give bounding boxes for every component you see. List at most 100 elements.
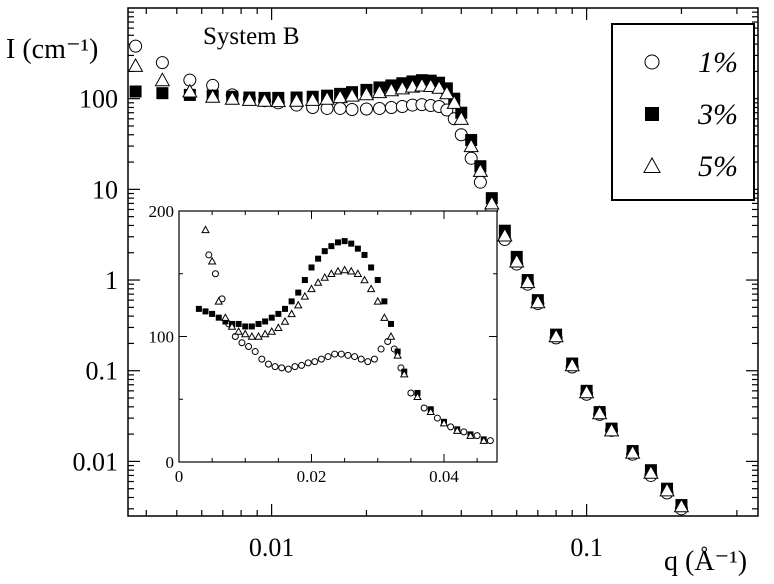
inset-s2-point-12 [280,316,290,325]
inset-x-tick-label-1: 0.02 [297,467,327,486]
inset-s2-point-34 [452,426,462,434]
inset-s0-point-10 [271,363,279,371]
y-axis-label: I (cm⁻¹) [6,34,98,65]
inset-s2-point-7 [247,332,257,340]
inset-s0-point-32 [433,414,441,422]
inset-s0-point-14 [298,361,306,369]
main-s0-point-15 [384,100,398,114]
legend: 1% 3% 5% [611,23,755,201]
main-s2-point-29 [519,274,536,289]
inset-s2-point-22 [346,266,356,275]
y-tick-label-2: 1 [105,266,118,295]
inset-s2-point-16 [307,284,316,293]
inset-s2-point-2 [214,296,224,305]
inset-y-tick-label-0: 0 [166,453,175,472]
inset-s0-point-6 [245,343,253,351]
y-tick-label-1: 0.1 [86,357,119,386]
inset-s1-point-19 [321,248,328,255]
main-s2-point-39 [673,498,690,513]
inset-s1-point-26 [368,264,375,271]
chart-title: System B [203,23,300,50]
inset-s0-point-9 [264,360,272,368]
main-s2-point-24 [463,138,479,153]
inset-s2-point-35 [466,431,475,439]
main-s2-point-25 [472,162,489,177]
main-s1-point-0 [129,85,142,98]
inset-s2-point-19 [327,269,336,278]
main-s0-point-13 [359,102,373,116]
inset-s2-point-29 [393,350,402,359]
main-s2-point-22 [446,94,463,109]
inset-s2-point-10 [267,327,277,335]
inset-s0-point-0 [205,251,213,259]
inset-s2-point-24 [360,275,369,284]
inset-s1-point-9 [255,320,262,327]
inset-s1-point-3 [215,314,222,321]
main-s2-point-27 [497,227,513,242]
inset-axis-ticks: 0 0.02 0.04 0 100 200 [149,202,497,486]
main-s2-point-1 [154,72,171,87]
main-s2-point-13 [358,86,375,101]
inset-series-2 [201,225,489,444]
main-s2-point-5 [241,91,258,106]
inset-s0-point-34 [460,428,468,436]
inset-s2-point-1 [207,256,217,265]
main-s2-point-8 [288,92,305,107]
inset-s0-point-26 [377,345,385,353]
inset-s2-point-9 [260,329,270,338]
inset-y-tick-label-2: 200 [149,202,175,221]
legend-label-1: 3% [697,98,738,131]
main-s0-point-0 [129,39,143,53]
inset-s0-point-15 [304,359,312,367]
inset-s2-point-27 [380,313,389,321]
inset-s2-point-21 [340,265,349,274]
x-axis-label: q (Å⁻¹) [664,546,747,577]
inset-s0-point-13 [291,363,299,371]
inset-s2-point-5 [234,327,243,335]
inset-s1-point-10 [262,318,269,325]
inset-s1-point-12 [275,310,282,317]
main-s2-point-38 [659,482,675,497]
main-series-2 [127,57,690,513]
main-s2-point-12 [344,87,360,102]
main-s2-point-28 [508,253,525,268]
main-s2-point-10 [319,90,335,105]
main-s1-point-1 [156,87,169,100]
main-s2-point-33 [578,384,595,399]
inset-s2-point-32 [426,407,436,416]
main-s2-point-4 [224,90,241,105]
inset-s1-point-11 [268,314,275,321]
inset-s2-point-23 [353,269,363,278]
inset-s1-point-1 [202,308,209,315]
main-s2-point-37 [643,464,659,479]
inset-s0-point-20 [337,350,345,358]
inset-s0-point-30 [407,389,415,397]
x-tick-label-1: 0.1 [570,533,603,562]
inset-s2-point-26 [373,296,383,305]
main-s2-point-31 [548,328,564,343]
inset-s2-point-33 [439,418,449,427]
main-s2-point-15 [383,82,400,97]
inset-s2-point-36 [479,436,489,444]
inset-s2-point-30 [399,369,409,378]
main-s2-point-14 [371,84,388,99]
inset-s0-point-11 [278,364,286,372]
main-s2-point-3 [204,88,221,103]
inset-s2-point-6 [240,329,250,338]
inset-s1-point-27 [374,277,381,284]
main-s2-point-2 [182,83,198,98]
inset-s0-point-8 [258,355,266,363]
main-axis-ticks: 0.01 0.1 0.01 0.1 1 10 100 [73,8,758,562]
inset-s1-point-22 [341,238,348,245]
inset-s0-point-25 [370,355,378,363]
inset-data-points [195,225,494,445]
inset-s1-point-8 [248,323,255,330]
inset-s1-point-0 [195,305,202,312]
inset-s0-point-19 [331,350,339,358]
inset-s1-point-4 [222,318,229,325]
inset-s1-point-18 [315,255,322,262]
main-s2-point-6 [256,92,273,107]
main-s0-point-11 [333,101,347,115]
y-tick-label-4: 100 [79,85,118,114]
inset-s0-point-16 [311,358,319,366]
